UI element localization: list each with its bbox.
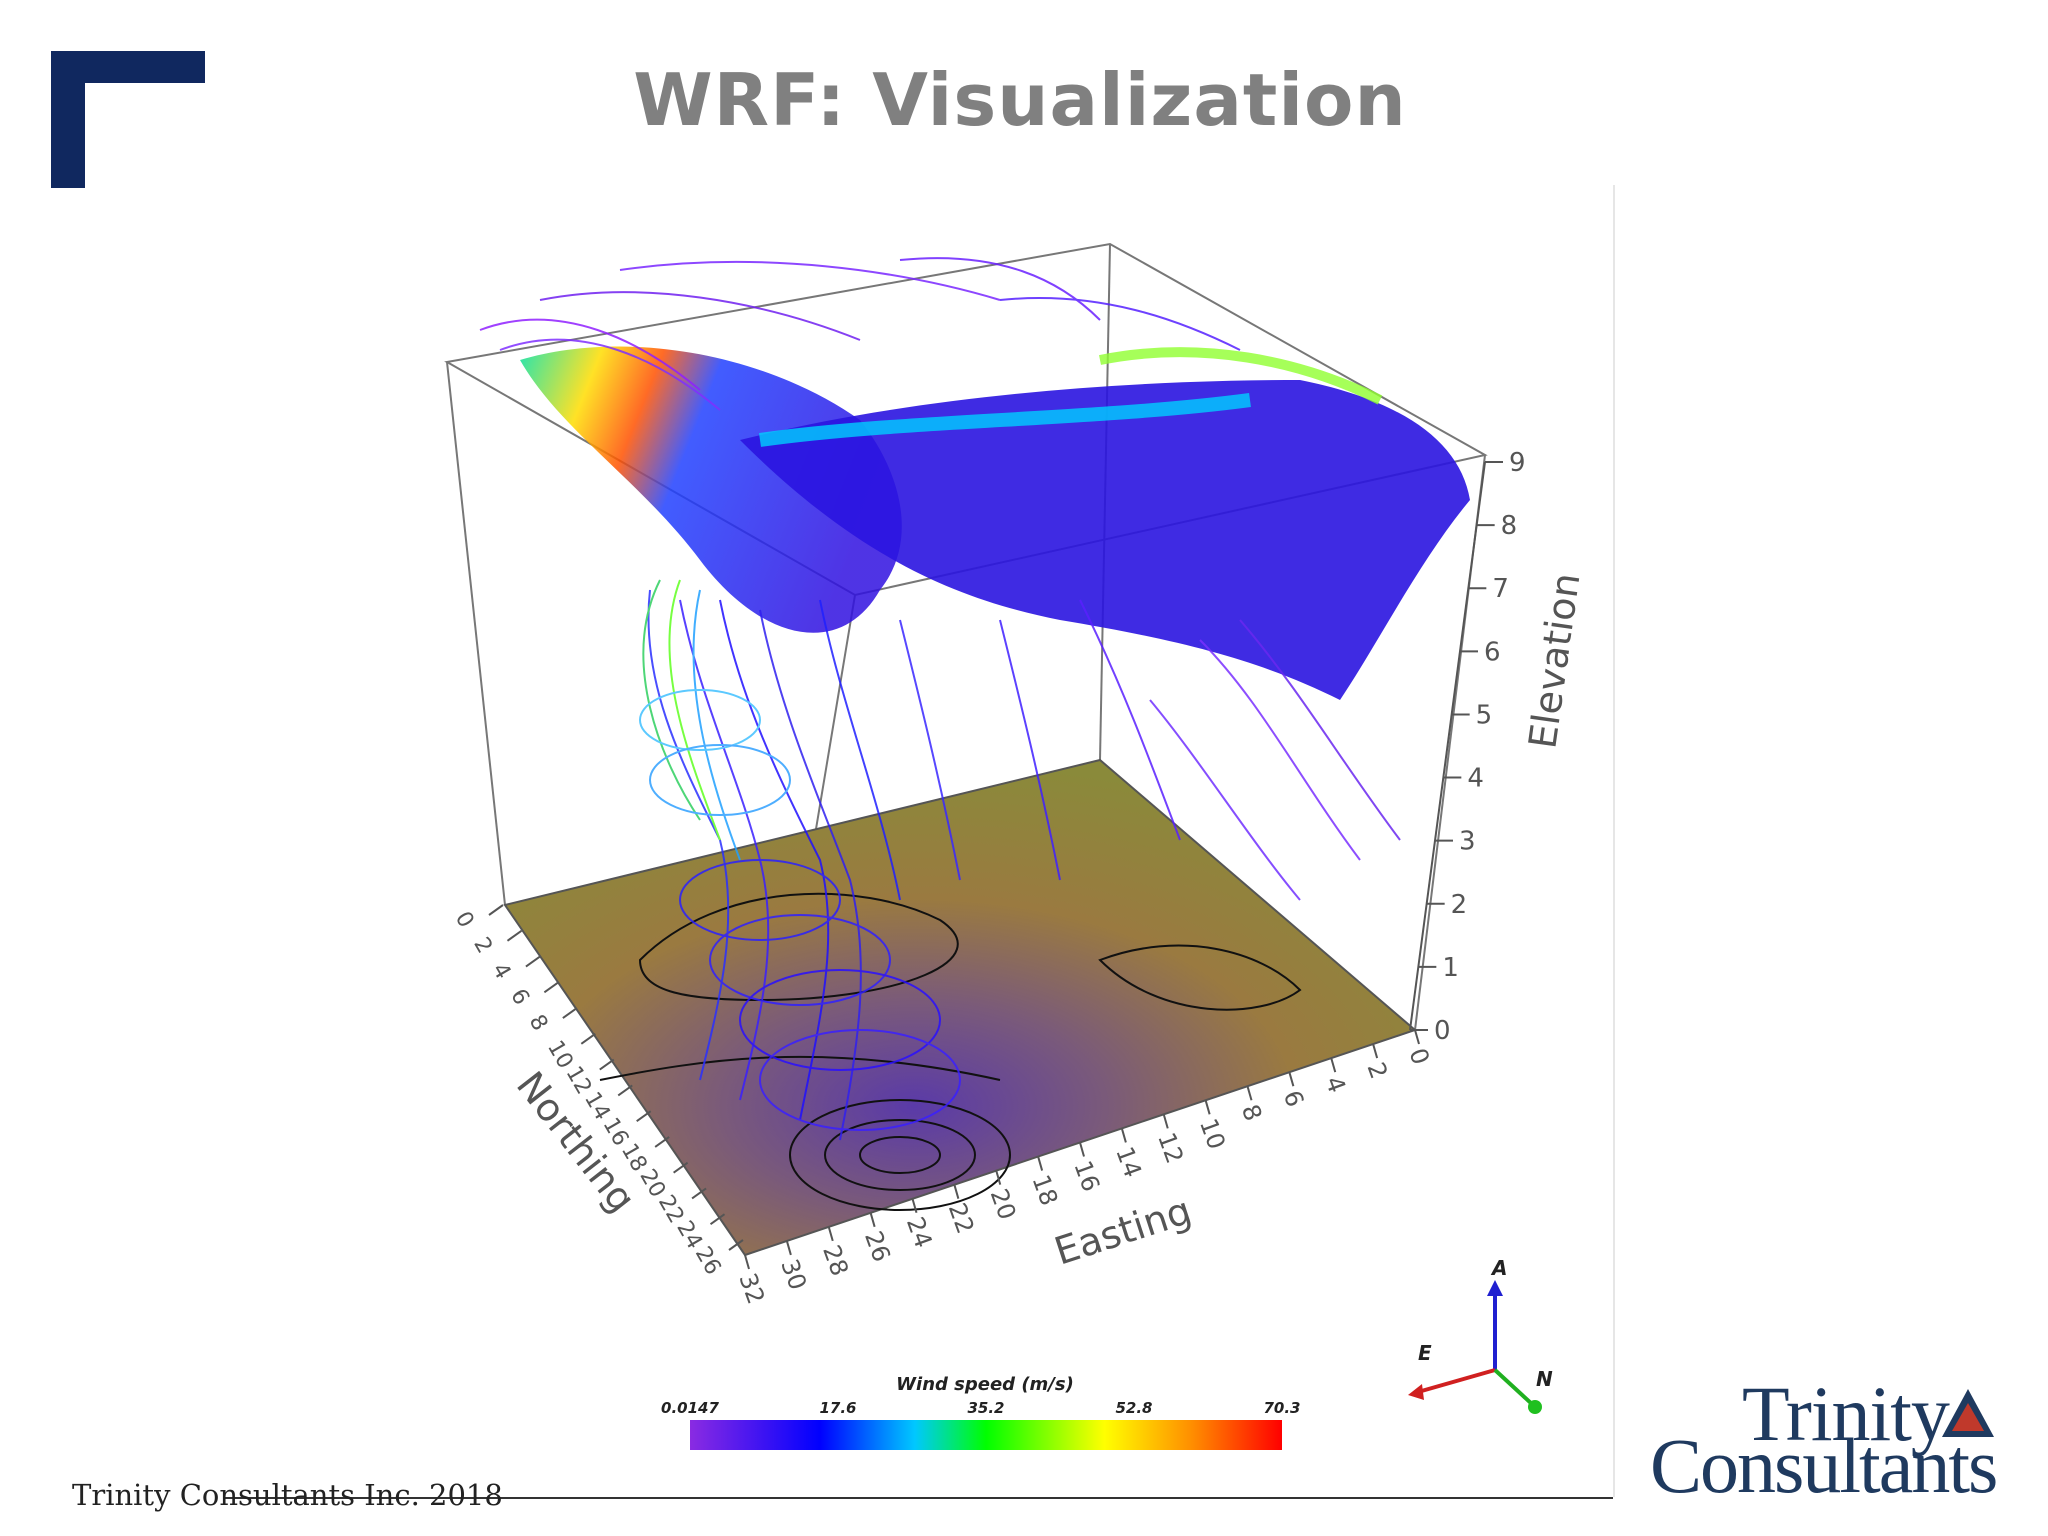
easting-tick-label: 12 (1152, 1129, 1189, 1167)
northing-tick (691, 1187, 707, 1200)
easting-tick (1246, 1085, 1253, 1101)
easting-tick-label: 14 (1110, 1143, 1147, 1181)
easting-tick (1372, 1043, 1379, 1059)
colorbar: Wind speed (m/s) 0.0147 17.6 35.2 52.8 70.3 (661, 1374, 1301, 1450)
footer-rule (224, 1497, 1613, 1499)
easting-tick (827, 1226, 834, 1242)
easting-tick (1162, 1114, 1169, 1129)
easting-axis-title: Easting (1049, 1188, 1196, 1273)
easting-tick (1120, 1128, 1127, 1143)
northing-tick-label: 8 (524, 1011, 553, 1036)
elevation-tick-label: 4 (1467, 764, 1484, 794)
northing-tick (673, 1161, 689, 1174)
northing-tick (709, 1213, 726, 1226)
easting-tick-label: 8 (1236, 1101, 1268, 1125)
easting-tick (1330, 1057, 1337, 1073)
elevation-tick-label: 3 (1459, 827, 1476, 857)
logo-triangle-icon (1942, 1389, 1994, 1437)
easting-tick-label: 10 (1194, 1115, 1231, 1153)
northing-tick (636, 1110, 652, 1122)
northing-tick (543, 981, 559, 994)
easting-tick (1037, 1156, 1044, 1171)
northing-tick-label: 4 (487, 959, 516, 984)
colorbar-label: 70.3 (1263, 1399, 1300, 1417)
logo-text-line1: Trinity (1742, 1370, 1950, 1457)
colorbar-gradient (690, 1420, 1282, 1450)
easting-tick-label: 6 (1278, 1087, 1310, 1111)
elevation-tick-label: 8 (1501, 511, 1518, 541)
wind-streamlines (479, 257, 1401, 1141)
easting-tick-label: 16 (1068, 1157, 1105, 1195)
triad-east-label: E (1418, 1341, 1432, 1365)
elevation-tick-label: 1 (1442, 953, 1459, 983)
easting-tick-label: 26 (859, 1227, 896, 1265)
northing-tick-label: 2 (468, 933, 497, 958)
northing-tick (617, 1084, 633, 1097)
colorbar-title: Wind speed (m/s) (896, 1374, 1074, 1395)
wind-surface-top (520, 346, 1470, 700)
colorbar-label: 35.2 (967, 1399, 1004, 1417)
northing-tick-label: 26 (690, 1243, 726, 1280)
northing-tick (580, 1033, 596, 1045)
easting-tick (785, 1240, 792, 1256)
easting-tick (1288, 1071, 1295, 1087)
footer-copyright: Trinity Consultants Inc. 2018 (72, 1478, 503, 1512)
easting-tick-label: 0 (1403, 1044, 1435, 1068)
easting-tick-label: 28 (817, 1241, 854, 1279)
northing-tick-label: 6 (505, 985, 534, 1010)
figure-border (1613, 185, 1615, 1497)
easting-tick-label: 18 (1026, 1171, 1063, 1209)
easting-tick-label: 4 (1320, 1073, 1352, 1097)
easting-tick-label: 2 (1361, 1059, 1393, 1083)
colorbar-label: 0.0147 (661, 1399, 719, 1417)
northing-tick (562, 1007, 578, 1019)
easting-tick (911, 1198, 918, 1214)
elevation-tick-label: 0 (1434, 1016, 1451, 1046)
easting-tick (1414, 1029, 1420, 1045)
easting-tick (744, 1254, 750, 1270)
elevation-tick-labels: 0 1 2 3 4 5 6 7 8 9 (1410, 448, 1526, 1046)
northing-tick (599, 1058, 615, 1071)
elevation-tick-label: 2 (1451, 890, 1468, 920)
northing-tick (506, 929, 523, 942)
slide-title: WRF: Visualization (633, 58, 1407, 142)
northing-tick (728, 1239, 744, 1251)
easting-tick (1204, 1100, 1211, 1115)
triad-up-label: A (1490, 1256, 1507, 1280)
northing-tick (654, 1136, 670, 1148)
easting-tick (953, 1184, 960, 1199)
corner-bracket-logo (51, 51, 205, 188)
logo-text-line2: Consultants (1650, 1422, 1998, 1509)
colorbar-label: 17.6 (819, 1399, 856, 1417)
northing-tick (488, 904, 504, 916)
northing-tick (525, 955, 541, 968)
easting-tick-label: 24 (901, 1213, 938, 1251)
elevation-tick-label: 7 (1492, 574, 1509, 604)
trinity-consultants-logo: Trinity Consultants (1650, 1375, 2010, 1505)
northing-tick-label: 0 (450, 908, 479, 933)
easting-tick (995, 1170, 1002, 1185)
easting-tick-label: 20 (985, 1185, 1022, 1223)
colorbar-labels: 0.0147 17.6 35.2 52.8 70.3 (661, 1399, 1300, 1417)
elevation-tick-label: 6 (1484, 637, 1501, 667)
easting-tick-label: 30 (775, 1255, 812, 1293)
elevation-tick-label: 5 (1476, 700, 1493, 730)
triad-north-label: N (1536, 1367, 1553, 1391)
easting-tick-label: 32 (733, 1269, 770, 1307)
easting-tick (1079, 1142, 1085, 1157)
orientation-triad: A E N (1408, 1256, 1553, 1414)
colorbar-label: 52.8 (1115, 1399, 1152, 1417)
elevation-axis-title: Elevation (1520, 570, 1588, 751)
elevation-tick-label: 9 (1509, 448, 1526, 478)
easting-tick (869, 1212, 876, 1228)
